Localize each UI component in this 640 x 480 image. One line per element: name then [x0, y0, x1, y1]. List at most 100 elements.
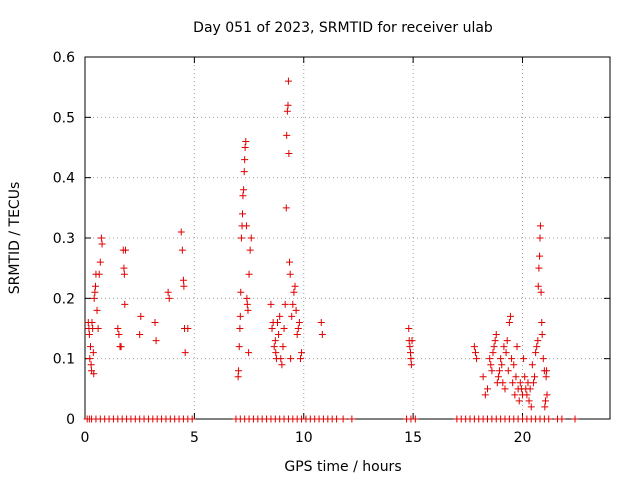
data-point	[277, 355, 285, 363]
data-point	[240, 186, 248, 194]
data-point	[280, 325, 288, 332]
data-point	[121, 246, 129, 254]
grid-lines	[85, 57, 610, 419]
data-point	[516, 379, 524, 387]
data-point	[86, 343, 94, 351]
data-point	[283, 107, 291, 115]
data-point	[184, 325, 192, 332]
data-point	[241, 156, 249, 164]
data-point	[179, 276, 187, 284]
data-point	[284, 77, 292, 85]
data-point	[286, 270, 294, 278]
data-point	[407, 349, 414, 357]
data-point	[120, 264, 128, 272]
x-tick-label: 10	[295, 430, 313, 446]
data-point	[292, 306, 300, 314]
data-point	[151, 318, 159, 326]
data-point	[188, 415, 196, 423]
data-point	[405, 325, 413, 332]
data-point	[511, 391, 519, 399]
data-point	[244, 306, 252, 314]
data-point	[283, 131, 291, 139]
data-point	[267, 300, 275, 308]
data-point	[515, 397, 523, 405]
data-point	[88, 318, 96, 326]
y-tick-label: 0.5	[53, 110, 75, 126]
data-point	[471, 349, 479, 357]
data-point	[499, 379, 507, 387]
data-point	[286, 258, 294, 266]
data-point	[294, 325, 302, 332]
data-point	[293, 331, 301, 339]
data-point	[406, 343, 414, 351]
data-point	[545, 415, 553, 423]
data-point	[87, 361, 95, 369]
data-point	[89, 349, 97, 357]
data-point	[152, 337, 160, 345]
data-point	[537, 288, 545, 296]
data-point	[407, 361, 415, 369]
data-point	[535, 264, 543, 272]
data-point	[501, 385, 509, 393]
data-point	[98, 240, 106, 248]
data-point	[276, 312, 284, 320]
data-point	[290, 288, 298, 296]
data-point	[491, 337, 499, 345]
data-point	[272, 349, 280, 357]
data-point	[508, 355, 516, 363]
data-points	[83, 77, 579, 423]
data-point	[532, 349, 540, 357]
data-point	[317, 318, 325, 326]
x-tick-label: 5	[190, 430, 199, 446]
data-point	[274, 318, 281, 326]
data-point	[490, 343, 498, 351]
data-point	[538, 331, 546, 339]
data-point	[526, 385, 534, 393]
data-point	[275, 331, 283, 339]
data-point	[243, 294, 251, 302]
data-point	[180, 282, 188, 290]
y-tick-label: 0.6	[53, 50, 75, 66]
data-point	[85, 331, 93, 339]
data-point	[86, 355, 94, 363]
data-point	[117, 343, 125, 351]
data-point	[541, 403, 549, 411]
data-point	[121, 300, 129, 308]
data-point	[408, 337, 416, 345]
data-point	[487, 361, 495, 369]
data-point	[571, 415, 579, 423]
data-point	[96, 258, 104, 266]
data-point	[473, 355, 481, 363]
data-point	[298, 349, 306, 357]
data-point	[136, 331, 144, 339]
data-point	[235, 367, 243, 375]
data-point	[479, 373, 487, 381]
data-point	[97, 234, 105, 242]
data-point	[543, 391, 551, 399]
data-point	[484, 385, 491, 393]
data-point	[245, 270, 253, 278]
y-tick-label: 0.4	[53, 171, 75, 187]
data-point	[295, 318, 303, 326]
data-point	[237, 234, 245, 242]
data-point	[470, 343, 478, 351]
data-point	[237, 288, 245, 296]
data-point	[527, 403, 535, 411]
data-point	[497, 355, 505, 363]
data-point	[137, 312, 145, 320]
data-point	[93, 306, 101, 314]
data-point	[236, 325, 244, 332]
data-point	[285, 150, 293, 158]
data-point	[234, 373, 242, 381]
data-point	[525, 397, 533, 405]
y-tick-label: 0.2	[53, 291, 75, 307]
data-point	[278, 361, 286, 369]
data-point	[339, 415, 347, 423]
data-point	[407, 355, 415, 363]
data-point	[531, 373, 539, 381]
data-point	[114, 325, 122, 332]
data-point	[236, 312, 244, 320]
data-point	[270, 343, 278, 351]
data-point	[271, 337, 279, 345]
data-point	[296, 355, 304, 363]
